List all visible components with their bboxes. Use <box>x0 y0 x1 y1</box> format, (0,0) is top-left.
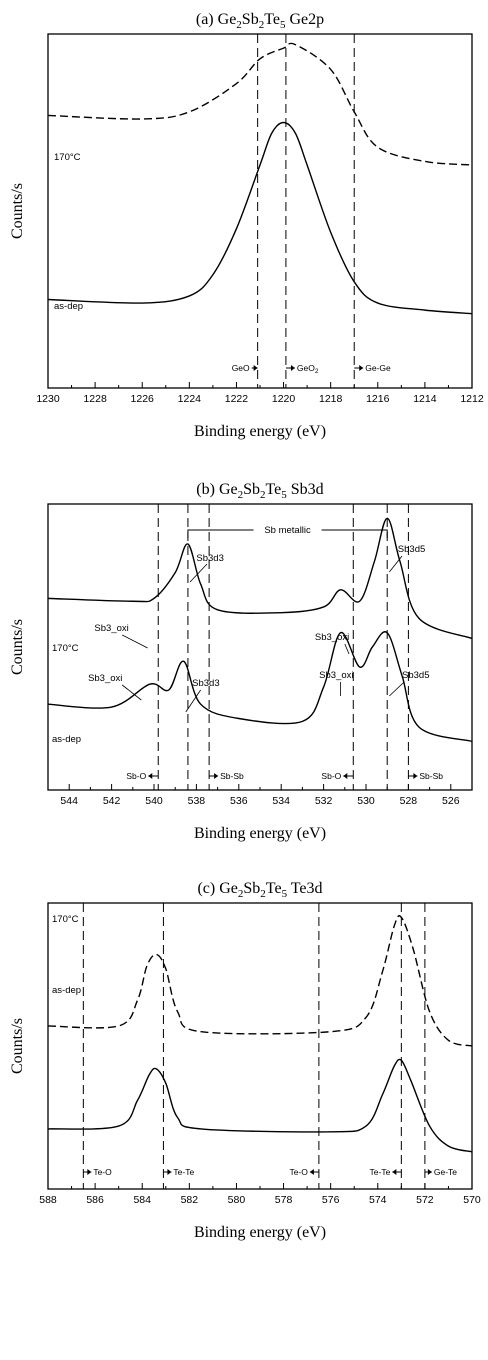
peak-label-sb3d3-top: Sb3d3 <box>196 553 223 564</box>
x-tick-label: 1212 <box>460 393 484 405</box>
x-tick-label: 574 <box>369 1194 387 1206</box>
x-tick-label: 1216 <box>366 393 390 405</box>
x-tick-label: 532 <box>315 795 333 807</box>
series-line-as-dep <box>47 121 473 315</box>
arrowhead <box>167 1169 172 1175</box>
curve-label-as-dep: as-dep <box>54 301 83 312</box>
plot-frame <box>47 902 473 1190</box>
region-label-te-te-left: Te-Te <box>173 1167 194 1177</box>
x-tick-label: 584 <box>133 1194 151 1206</box>
chart-title: (b) Ge2Sb2Te5 Sb3d <box>196 481 323 501</box>
peak-label-sb3oxi-bottom-left: Sb3_oxi <box>88 673 122 684</box>
x-tick-label: 1214 <box>413 393 437 405</box>
region-label-te-te-right: Te-Te <box>370 1167 391 1177</box>
x-tick-label: 528 <box>400 795 418 807</box>
curve-label-170c: 170°C <box>52 914 79 925</box>
arrowhead <box>427 1169 432 1175</box>
x-tick-label: 1224 <box>178 393 202 405</box>
x-tick-label: 1220 <box>272 393 296 405</box>
y-axis-label: Counts/s <box>9 619 26 675</box>
chart-title: (c) Ge2Sb2Te5 Te3d <box>197 880 322 900</box>
curve-label-as-dep: as-dep <box>52 985 81 996</box>
x-tick-label: 540 <box>145 795 163 807</box>
region-label-sb-o-right: Sb-O <box>321 771 341 781</box>
arrowhead <box>253 365 258 371</box>
region-label-te-o-left: Te-O <box>93 1167 112 1177</box>
x-axis-label: Binding energy (eV) <box>194 825 326 842</box>
leader-line <box>185 689 201 713</box>
peak-label-sb3oxi-top-right: Sb3_oxi <box>315 632 349 643</box>
chart-panel-0: (a) Ge2Sb2Te5 Ge2p 1230 1228 1226 1224 1222 12… <box>9 11 484 440</box>
series-line-170c <box>47 915 473 1047</box>
region-label-ge-te: Ge-Te <box>434 1167 457 1177</box>
x-tick-label: 526 <box>442 795 460 807</box>
curve-label-170c: 170°C <box>54 152 81 163</box>
y-axis-label: Counts/s <box>9 1018 26 1074</box>
series-line-170c <box>47 42 473 166</box>
x-tick-label: 536 <box>230 795 248 807</box>
peak-label-sb3d5-bottom: Sb3d5 <box>402 670 429 681</box>
leader-line <box>121 684 142 701</box>
x-tick-label: 586 <box>86 1194 104 1206</box>
x-tick-label: 572 <box>416 1194 434 1206</box>
arrowhead <box>309 1169 314 1175</box>
leader-line <box>389 555 403 573</box>
arrowhead <box>214 773 219 779</box>
chart-panel-1: (b) Ge2Sb2Te5 Sb3d 544 542 540 538 536 534 532 5… <box>9 481 473 842</box>
leader-line <box>189 563 208 583</box>
region-label-geo2: GeO2 <box>297 363 319 375</box>
region-label-sb-sb-left: Sb-Sb <box>220 771 244 781</box>
leader-line <box>389 681 405 697</box>
x-tick-label: 578 <box>275 1194 293 1206</box>
curve-label-as-dep: as-dep <box>52 734 81 745</box>
x-tick-label: 1226 <box>131 393 155 405</box>
bracket-label-bg <box>253 523 322 536</box>
arrowhead <box>392 1169 397 1175</box>
peak-label-sb3d5-top: Sb3d5 <box>398 544 425 555</box>
arrowhead <box>343 773 348 779</box>
series-line-as-dep <box>47 631 473 743</box>
x-tick-label: 576 <box>322 1194 340 1206</box>
x-tick-label: 588 <box>39 1194 57 1206</box>
leader-line <box>122 634 148 649</box>
x-tick-label: 534 <box>272 795 290 807</box>
plot-frame <box>47 33 473 389</box>
arrowhead <box>148 773 153 779</box>
peak-label-sb3d3-bottom: Sb3d3 <box>192 678 219 689</box>
x-tick-label: 538 <box>188 795 206 807</box>
series-line-as-dep <box>47 1058 473 1153</box>
arrowhead <box>87 1169 92 1175</box>
arrowhead <box>290 365 295 371</box>
x-axis-label: Binding energy (eV) <box>194 423 326 440</box>
x-tick-label: 1230 <box>36 393 60 405</box>
region-label-sb-o-left: Sb-O <box>126 771 146 781</box>
peak-label-sb3oxi-bottom-right: Sb3_oxi <box>319 670 353 681</box>
region-label-sb-sb-right: Sb-Sb <box>419 771 443 781</box>
x-tick-label: 542 <box>103 795 121 807</box>
peak-label-sb3oxi-top-left: Sb3_oxi <box>94 623 128 634</box>
leader-line <box>344 643 350 655</box>
x-tick-label: 570 <box>463 1194 481 1206</box>
series-line-170c <box>47 517 473 640</box>
arrowhead <box>413 773 418 779</box>
curve-label-170c: 170°C <box>52 643 79 654</box>
x-axis-label: Binding energy (eV) <box>194 1224 326 1241</box>
region-label-te-o-right: Te-O <box>289 1167 308 1177</box>
arrowhead <box>359 365 364 371</box>
region-label-ge-ge: Ge-Ge <box>365 363 391 373</box>
x-tick-label: 530 <box>357 795 375 807</box>
chart-title: (a) Ge2Sb2Te5 Ge2p <box>196 11 324 31</box>
chart-panel-2: (c) Ge2Sb2Te5 Te3d 588 586 584 582 580 578 576 5… <box>9 880 481 1241</box>
x-tick-label: 1218 <box>319 393 343 405</box>
region-label-geo: GeO <box>232 363 250 373</box>
sb-metallic-label: Sb metallic <box>264 525 311 536</box>
x-tick-label: 1222 <box>225 393 249 405</box>
x-tick-label: 580 <box>228 1194 246 1206</box>
y-axis-label: Counts/s <box>9 183 26 239</box>
x-tick-label: 582 <box>181 1194 199 1206</box>
x-tick-label: 544 <box>60 795 78 807</box>
x-tick-label: 1228 <box>83 393 107 405</box>
